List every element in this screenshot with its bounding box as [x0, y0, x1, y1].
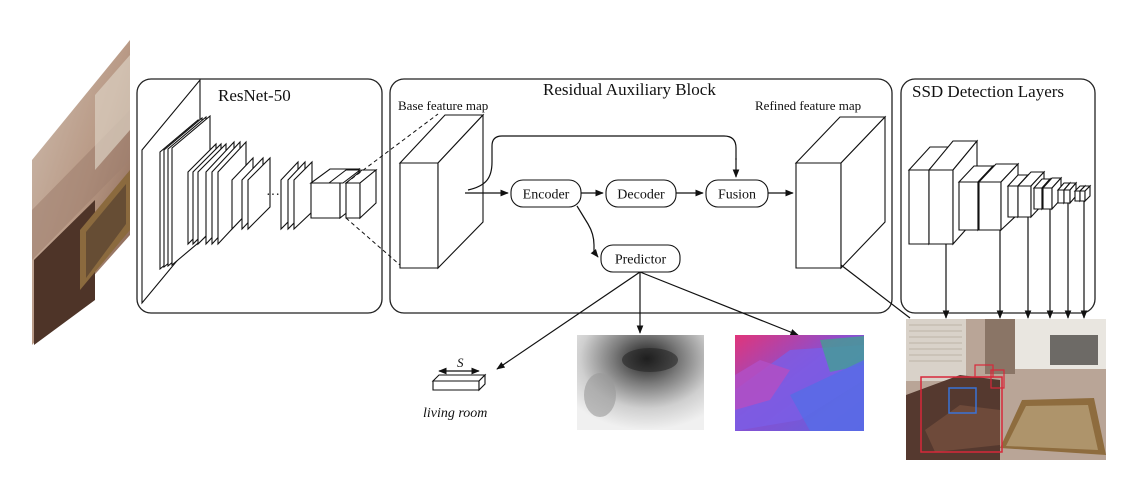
fusion-label: Fusion	[718, 188, 756, 203]
encoder-label: Encoder	[523, 188, 570, 203]
scene-class-label: living room	[423, 406, 487, 421]
detection-output-image	[906, 319, 1106, 460]
normals-output-image	[735, 335, 864, 431]
fusion-node: Fusion	[705, 179, 769, 208]
rab-panel	[389, 78, 893, 314]
rab-title: Residual Auxiliary Block	[543, 80, 716, 99]
predictor-node: Predictor	[600, 244, 681, 273]
predictor-label: Predictor	[615, 253, 667, 268]
encoder-node: Encoder	[510, 179, 582, 208]
input-image	[32, 40, 130, 345]
resnet-ellipsis: ···	[266, 188, 280, 203]
refined-feature-map	[794, 115, 887, 270]
depth-output-image	[577, 335, 704, 430]
refined-feature-map-label: Refined feature map	[755, 98, 861, 113]
ssd-layers	[907, 139, 1092, 246]
decoder-label: Decoder	[617, 188, 665, 203]
resnet-title: ResNet-50	[218, 86, 291, 105]
ssd-title: SSD Detection Layers	[912, 82, 1064, 101]
base-feature-map-label: Base feature map	[398, 98, 488, 113]
base-feature-map	[398, 113, 485, 270]
resnet-panel	[136, 78, 383, 314]
scene-class-output	[431, 367, 487, 392]
scene-scale-label: S	[457, 355, 464, 370]
resnet-layers	[141, 78, 378, 305]
decoder-node: Decoder	[605, 179, 677, 208]
